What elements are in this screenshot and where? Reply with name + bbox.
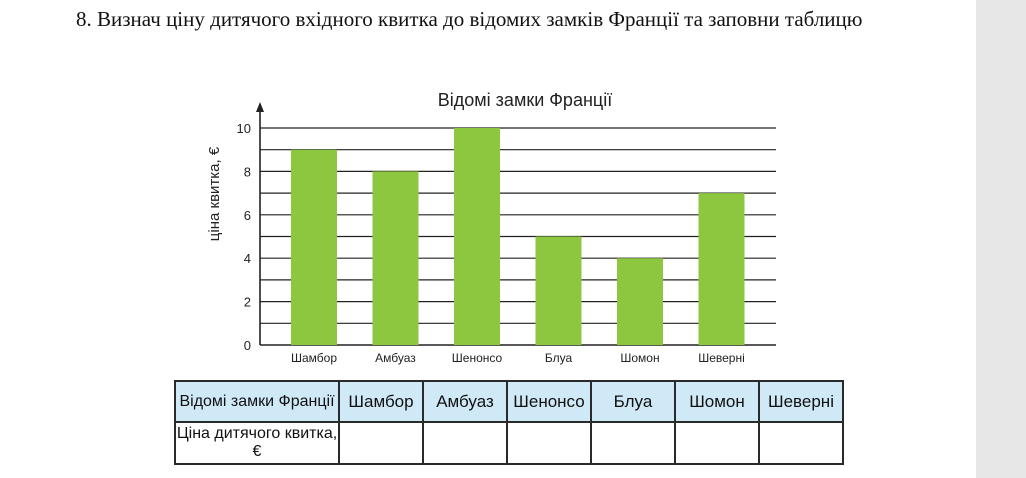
- y-axis-arrow: [256, 102, 264, 112]
- task-text: 8. Визнач ціну дитячого вхідного квитка …: [76, 7, 863, 31]
- bar: [291, 149, 337, 345]
- table-cell-answer[interactable]: [590, 421, 676, 465]
- table-row-price: Ціна дитячого квитка, €: [174, 421, 844, 465]
- table-cell-castle: Шамбор: [338, 380, 424, 423]
- x-tick-label: Шомон: [620, 351, 659, 365]
- bar: [535, 236, 582, 345]
- x-tick-label: Шамбор: [291, 351, 337, 365]
- table-cell-answer[interactable]: [674, 421, 760, 465]
- answer-table: Відомі замки Франції Шамбор Амбуаз Шенон…: [174, 380, 844, 465]
- y-tick-label: 8: [244, 164, 251, 179]
- chart-title: Відомі замки Франції: [437, 90, 613, 110]
- y-tick-label: 4: [244, 251, 251, 266]
- y-axis-label: ціна квитка, €: [206, 146, 223, 241]
- y-tick-label: 2: [244, 295, 251, 310]
- table-cell-answer[interactable]: [506, 421, 592, 465]
- table-cell-castle: Шенонсо: [506, 380, 592, 423]
- bar: [698, 193, 745, 345]
- y-tick-label: 0: [244, 338, 251, 353]
- table-cell-answer[interactable]: [758, 421, 844, 465]
- table-header-price: Ціна дитячого квитка, €: [174, 421, 340, 465]
- x-tick-label: Блуа: [545, 351, 573, 365]
- bar: [617, 258, 663, 345]
- y-tick-label: 10: [237, 121, 251, 136]
- table-header-castles: Відомі замки Франції: [174, 380, 340, 423]
- bar: [454, 128, 500, 345]
- table-cell-castle: Шеверні: [758, 380, 844, 423]
- table-cell-castle: Блуа: [590, 380, 676, 423]
- table-cell-castle: Амбуаз: [422, 380, 508, 423]
- viewer-sidebar: [976, 0, 1026, 478]
- y-tick-label: 6: [244, 208, 251, 223]
- table-row-castles: Відомі замки Франції Шамбор Амбуаз Шенон…: [174, 380, 844, 423]
- table-cell-castle: Шомон: [674, 380, 760, 423]
- bar-chart: 0 2 4 6 8 10 Шамбор Амбуаз Шенонсо Блуа Шомон Шевер…: [206, 102, 776, 365]
- bar: [372, 171, 419, 345]
- x-tick-label: Шеверні: [698, 351, 745, 365]
- x-tick-label: Шенонсо: [452, 351, 503, 365]
- x-tick-label: Амбуаз: [375, 351, 416, 365]
- table-cell-answer[interactable]: [422, 421, 508, 465]
- table-cell-answer[interactable]: [338, 421, 424, 465]
